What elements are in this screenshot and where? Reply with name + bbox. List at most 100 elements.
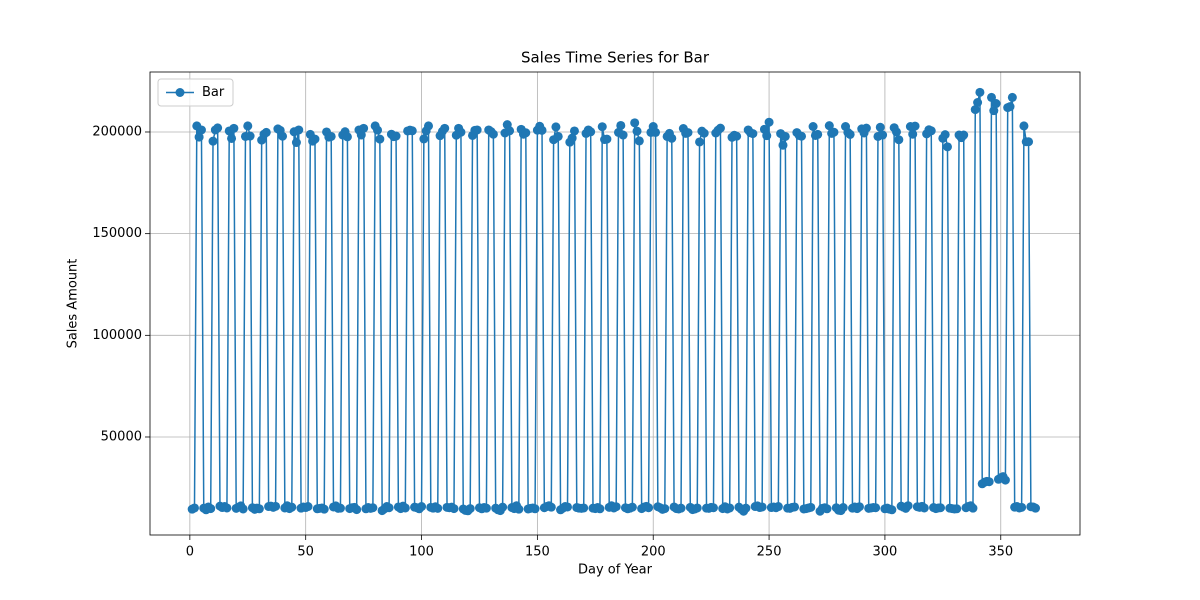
data-point	[732, 131, 742, 141]
data-point	[579, 503, 589, 513]
data-point	[683, 128, 693, 138]
data-point	[829, 127, 839, 137]
data-point	[634, 136, 644, 146]
data-point	[806, 502, 816, 512]
data-point	[757, 502, 767, 512]
data-point	[433, 503, 443, 513]
data-point	[287, 502, 297, 512]
data-point	[417, 502, 427, 512]
x-tick-label: 100	[409, 545, 434, 560]
data-point	[326, 131, 336, 141]
data-point	[861, 123, 871, 133]
data-point	[595, 504, 605, 514]
data-point	[537, 125, 547, 135]
data-point	[875, 122, 885, 132]
data-point	[942, 142, 952, 152]
data-point	[903, 501, 913, 511]
data-point	[940, 130, 950, 140]
data-point	[254, 504, 264, 514]
data-point	[342, 132, 352, 142]
data-point	[1017, 502, 1027, 512]
x-tick-label: 50	[297, 545, 314, 560]
data-point	[778, 140, 788, 150]
data-point	[352, 505, 362, 515]
y-tick-label: 100000	[92, 328, 142, 343]
data-point	[878, 130, 888, 140]
data-point	[695, 137, 705, 147]
data-point	[449, 504, 459, 514]
data-point	[1019, 121, 1029, 131]
data-point	[773, 502, 783, 512]
data-point	[813, 129, 823, 139]
data-point	[926, 126, 936, 136]
data-point	[368, 503, 378, 513]
data-point	[208, 136, 218, 146]
data-point	[189, 503, 199, 513]
legend-marker	[175, 88, 185, 97]
x-tick-label: 200	[641, 545, 666, 560]
data-point	[456, 127, 466, 137]
legend-label: Bar	[202, 85, 225, 100]
data-point	[968, 503, 978, 513]
data-point	[632, 126, 642, 136]
data-point	[660, 504, 670, 514]
data-point	[936, 503, 946, 513]
data-point	[310, 134, 320, 144]
data-point	[764, 117, 774, 127]
data-point	[708, 503, 718, 513]
data-point	[984, 477, 994, 487]
data-point	[423, 121, 433, 131]
data-point	[975, 87, 985, 97]
data-point	[919, 503, 929, 513]
data-point	[359, 123, 369, 133]
data-point	[498, 502, 508, 512]
data-point	[808, 121, 818, 131]
data-point	[391, 131, 401, 141]
y-tick-label: 150000	[92, 226, 142, 241]
data-point	[261, 127, 271, 137]
data-point	[229, 123, 239, 133]
data-point	[546, 502, 556, 512]
data-point	[892, 127, 902, 137]
data-point	[597, 122, 607, 132]
data-point	[553, 131, 563, 141]
data-point	[419, 134, 429, 144]
data-point	[530, 504, 540, 514]
data-point	[959, 130, 969, 140]
x-tick-label: 300	[873, 545, 898, 560]
data-point	[384, 503, 394, 513]
data-point	[952, 504, 962, 514]
data-point	[973, 98, 983, 108]
data-point	[627, 502, 637, 512]
y-tick-label: 50000	[101, 429, 142, 444]
data-point	[725, 503, 735, 513]
y-tick-label: 200000	[92, 124, 142, 139]
chart-title: Sales Time Series for Bar	[521, 49, 710, 67]
data-point	[762, 131, 772, 141]
data-point	[602, 134, 612, 144]
data-point	[1024, 137, 1034, 147]
data-point	[780, 131, 790, 141]
data-point	[644, 503, 654, 513]
data-point	[699, 128, 709, 138]
data-point	[488, 129, 498, 139]
data-point	[910, 121, 920, 131]
data-point	[838, 503, 848, 513]
data-point	[989, 106, 999, 116]
data-point	[651, 127, 661, 137]
data-point	[715, 123, 725, 133]
data-point	[196, 125, 206, 135]
data-point	[908, 129, 918, 139]
data-point	[845, 129, 855, 139]
data-point	[586, 127, 596, 137]
data-point	[238, 504, 248, 514]
x-tick-label: 350	[988, 545, 1013, 560]
data-point	[213, 123, 223, 133]
data-point	[472, 125, 482, 135]
data-point	[748, 129, 758, 139]
data-point	[407, 126, 417, 136]
data-point	[1031, 503, 1041, 513]
data-point	[630, 118, 640, 128]
